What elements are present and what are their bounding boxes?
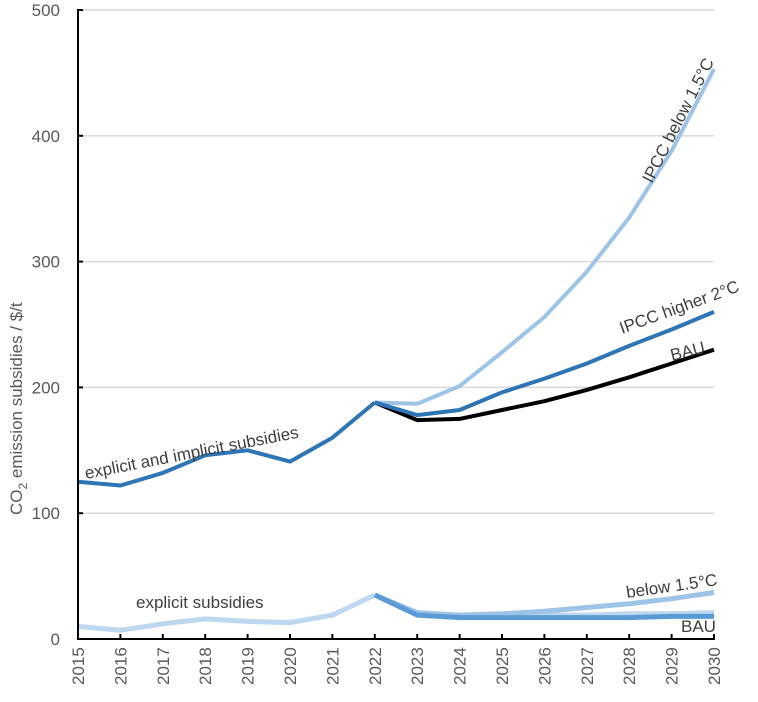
series-line-explicit-bau [373,592,714,621]
x-tick-label: 2029 [663,647,682,685]
x-tick-label: 2016 [111,647,130,685]
x-tick-label: 2026 [535,647,554,685]
x-tick-label: 2030 [705,647,724,685]
x-ticks: 2015 2016 2017 2018 2019 2020 2021 2022 2023 2024… [69,634,724,685]
series-line-explicit-and-implicit-subsidies [77,400,377,488]
axes [77,10,715,640]
annotation-ipcc-higher: IPCC higher 2°C [617,277,742,338]
x-tick-label: 2027 [578,647,597,685]
x-tick-label: 2021 [323,647,342,685]
gridlines [78,9,714,514]
x-tick-label: 2022 [366,647,385,685]
series-line-bau [374,347,715,423]
y-tick-label: 0 [51,630,60,649]
y-axis-label: CO2 emission subsidies / $/t [7,302,30,515]
x-tick-label: 2023 [408,647,427,685]
x-tick-label: 2015 [69,647,88,685]
x-tick-label: 2019 [239,647,258,685]
x-tick-label: 2024 [451,647,470,685]
annotation-ipcc-below: IPCC below 1.5°C [639,55,718,186]
y-tick-label: 400 [32,127,60,146]
annotation-explicit-implicit: explicit and implicit subsidies [83,423,300,483]
x-tick-label: 2020 [281,647,300,685]
series-line-explicit-subsidies [77,592,376,633]
annotation-explicit: explicit subsidies [136,593,264,612]
x-tick-label: 2017 [154,647,173,685]
y-ticks: 0 100 200 300 400 500 [32,1,83,649]
annotation-bau-upper: BAU [668,338,707,365]
x-tick-label: 2018 [196,647,215,685]
y-tick-label: 200 [32,378,60,397]
y-tick-label: 500 [32,1,60,20]
series-group [77,68,716,633]
series-line-ipcc-below-1-5-c [374,68,716,406]
y-tick-label: 300 [32,253,60,272]
annotation-bau-lower: BAU [681,617,716,636]
y-tick-label: 100 [32,504,60,523]
series-line-ipcc-higher-2-c [374,310,715,418]
x-tick-label: 2028 [620,647,639,685]
x-tick-label: 2025 [493,647,512,685]
